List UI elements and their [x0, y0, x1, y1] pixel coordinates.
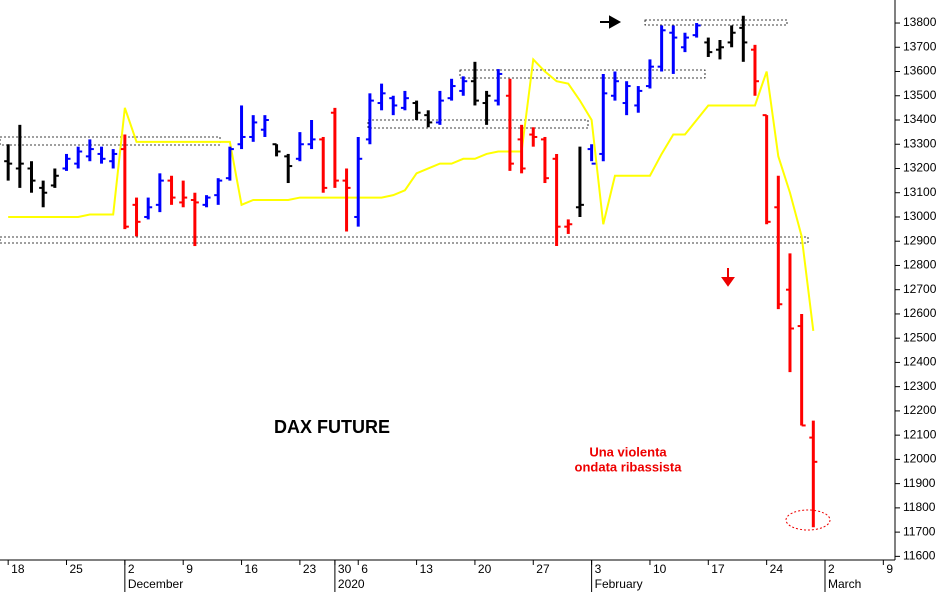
x-major-label: February	[595, 577, 643, 591]
y-tick-label: 13600	[903, 64, 937, 78]
y-tick-label: 13000	[903, 209, 937, 223]
x-tick-label: 20	[478, 562, 492, 576]
x-tick-label: 18	[11, 562, 25, 576]
zone	[367, 119, 589, 129]
y-tick-label: 12900	[903, 233, 937, 247]
x-tick-label: 25	[70, 562, 84, 576]
y-tick-label: 13200	[903, 161, 937, 175]
y-tick-label: 12100	[903, 427, 937, 441]
zone	[644, 19, 788, 26]
x-tick-label: 9	[886, 562, 893, 576]
y-tick-label: 11700	[903, 524, 936, 538]
annotation: ondata ribassista	[575, 459, 683, 474]
x-tick-label: 13	[420, 562, 434, 576]
x-tick-label: 2	[128, 562, 135, 576]
x-tick-label: 16	[245, 562, 259, 576]
y-tick-label: 13300	[903, 136, 937, 150]
zone	[459, 69, 706, 79]
y-tick-label: 13800	[903, 15, 937, 29]
y-tick-label: 11800	[903, 500, 936, 514]
chart-title: DAX FUTURE	[274, 417, 390, 437]
y-tick-label: 12300	[903, 379, 937, 393]
x-tick-label: 27	[536, 562, 550, 576]
arrow-right	[600, 15, 622, 29]
x-tick-label: 24	[770, 562, 784, 576]
x-tick-label: 3	[595, 562, 602, 576]
arrow-down	[721, 268, 735, 287]
y-tick-label: 12700	[903, 282, 937, 296]
y-tick-label: 12800	[903, 258, 937, 272]
annotation: Una violenta	[589, 444, 667, 459]
y-tick-label: 12200	[903, 403, 937, 417]
y-tick-label: 13100	[903, 185, 937, 199]
y-tick-label: 12400	[903, 355, 937, 369]
x-major-label: March	[828, 577, 861, 591]
x-tick-label: 30	[338, 562, 352, 576]
x-tick-label: 23	[303, 562, 317, 576]
zone	[0, 236, 809, 244]
overlay-line	[8, 57, 815, 332]
y-tick-label: 13500	[903, 88, 937, 102]
y-tick-label: 11900	[903, 476, 936, 490]
y-tick-label: 12000	[903, 452, 937, 466]
y-tick-label: 12600	[903, 306, 937, 320]
y-tick-label: 11600	[903, 549, 936, 563]
x-tick-label: 9	[186, 562, 193, 576]
x-tick-label: 17	[711, 562, 725, 576]
y-tick-label: 13400	[903, 112, 937, 126]
y-tick-label: 12500	[903, 330, 937, 344]
x-tick-label: 10	[653, 562, 667, 576]
x-major-label: 2020	[338, 577, 365, 591]
x-tick-label: 6	[361, 562, 368, 576]
highlight-ellipse	[785, 509, 831, 531]
y-tick-label: 13700	[903, 39, 937, 53]
x-major-label: December	[128, 577, 183, 591]
x-tick-label: 2	[828, 562, 835, 576]
